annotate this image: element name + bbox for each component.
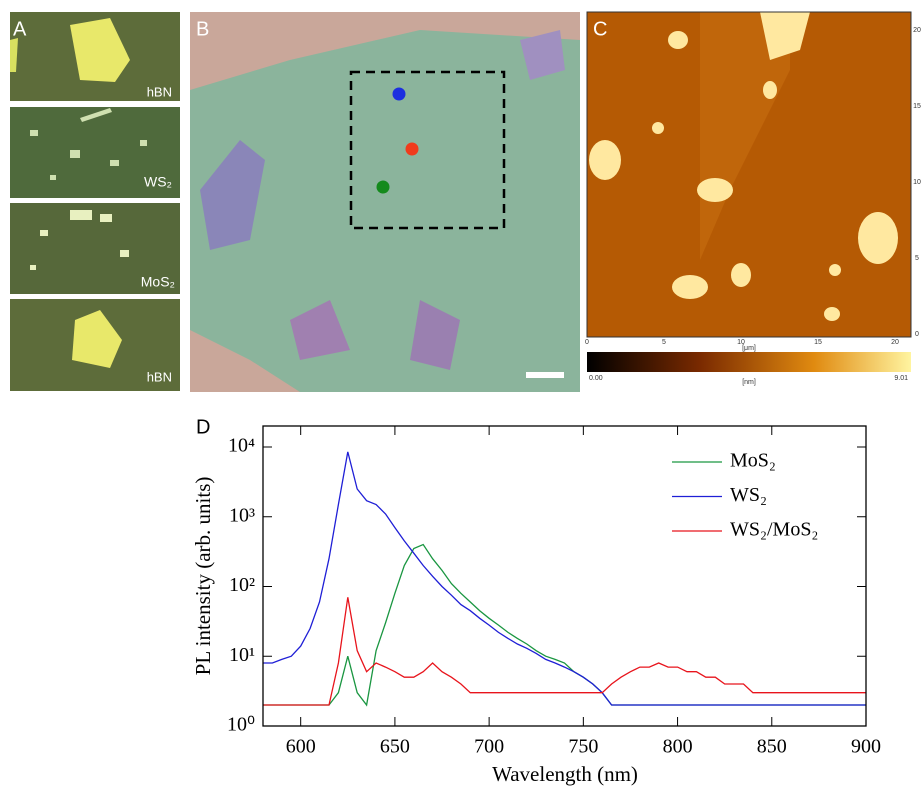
y-tick-label: 10⁴ [228,435,255,457]
panel-label: A [13,18,27,40]
axis-unit: [μm] [742,345,756,352]
tile-label: hBN [147,84,172,99]
colorbar-min: 0.00 [589,375,603,382]
panel-label: C [593,18,607,40]
panel-label: B [196,18,209,40]
x-tick-label: 900 [851,736,881,758]
tile-label: WS₂ [144,174,172,190]
series-line [263,452,866,705]
y-tick-label: 10⁰ [227,714,255,736]
legend-label: MoS₂ [730,450,776,472]
tick-label: 20 [913,27,921,34]
tick-label: 5 [915,255,919,262]
colorbar-max: 9.01 [894,375,908,382]
colorbar-unit: [nm] [742,379,756,386]
tile-label: MoS₂ [141,274,175,290]
x-tick-label: 700 [474,736,504,758]
legend-label: WS₂ [730,484,767,506]
tile-label: hBN [147,369,172,384]
tick-label: 5 [662,339,666,346]
x-tick-label: 800 [663,736,693,758]
scale-bar [526,372,564,378]
tick-label: 0 [915,331,919,338]
legend-label: WS₂/MoS₂ [730,519,818,541]
x-tick-label: 750 [568,736,598,758]
x-tick-label: 850 [757,736,787,758]
figure: A hBN WS₂ MoS₂ hBN B 0 5 10 15 20 [0,0,922,793]
panel-d: D Wavelength (nm) PL intensity (arb. uni… [191,416,638,786]
y-axis-label: PL intensity (arb. units) [191,477,215,676]
panel-c: 0 5 10 15 20 [μm] 0 5 10 15 20 0.00 9.01… [585,12,921,386]
x-tick-label: 650 [380,736,410,758]
colorbar [587,352,911,372]
panel-b: B [190,12,580,392]
tick-label: 15 [814,339,822,346]
tick-label: 0 [585,339,589,346]
series-line [263,545,866,706]
panel-label: D [196,416,210,438]
x-tick-label: 600 [286,736,316,758]
y-tick-label: 10² [229,574,255,596]
series-line [263,597,866,705]
tick-label: 15 [913,103,921,110]
y-tick-label: 10¹ [229,644,255,666]
spot [377,181,390,194]
y-tick-label: 10³ [229,504,255,526]
spot [393,88,406,101]
tick-label: 10 [913,179,921,186]
spot [406,143,419,156]
panel-a: A hBN WS₂ MoS₂ hBN [10,12,180,391]
x-axis-label: Wavelength (nm) [492,762,638,786]
tick-label: 20 [891,339,899,346]
